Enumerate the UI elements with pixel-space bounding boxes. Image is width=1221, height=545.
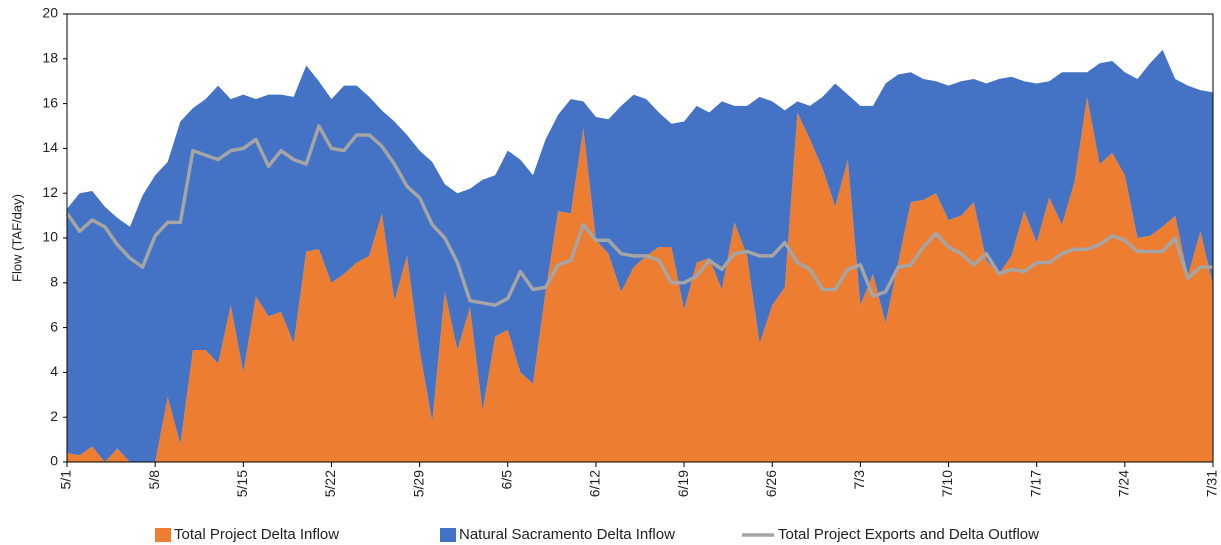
y-tick-label: 6: [50, 318, 58, 334]
y-tick-label: 14: [42, 139, 58, 155]
legend-label: Natural Sacramento Delta Inflow: [459, 526, 675, 543]
x-tick-label: 6/26: [763, 470, 779, 497]
x-tick-label: 5/29: [410, 470, 426, 497]
y-tick-label: 12: [42, 184, 58, 200]
x-tick-label: 7/17: [1027, 470, 1043, 497]
x-tick-label: 5/8: [146, 470, 162, 490]
legend-label: Total Project Delta Inflow: [174, 526, 339, 543]
x-tick-label: 6/5: [498, 470, 514, 490]
x-tick-label: 6/12: [587, 470, 603, 497]
x-tick-label: 7/10: [939, 470, 955, 497]
legend-swatch: [155, 528, 171, 542]
x-tick-label: 7/3: [851, 470, 867, 490]
y-tick-label: 8: [50, 274, 58, 290]
x-tick-label: 7/24: [1116, 470, 1132, 497]
y-tick-label: 2: [50, 408, 58, 424]
area: [67, 96, 1213, 462]
x-tick-label: 5/15: [234, 470, 250, 497]
legend-swatch: [440, 528, 456, 542]
y-tick-label: 4: [50, 363, 58, 379]
x-tick-label: 6/19: [675, 470, 691, 497]
x-tick-label: 7/31: [1204, 470, 1220, 497]
y-tick-label: 10: [42, 229, 58, 245]
legend-label: Total Project Exports and Delta Outflow: [778, 526, 1039, 543]
y-tick-label: 16: [42, 94, 58, 110]
line: [65, 124, 1213, 307]
y-tick-label: 18: [42, 50, 58, 66]
x-tick-label: 5/1: [58, 470, 74, 490]
x-tick-label: 5/22: [322, 470, 338, 497]
y-tick-label: 0: [50, 453, 58, 469]
y-axis-title: Flow (TAF/day): [9, 194, 24, 282]
y-tick-label: 20: [42, 5, 58, 21]
